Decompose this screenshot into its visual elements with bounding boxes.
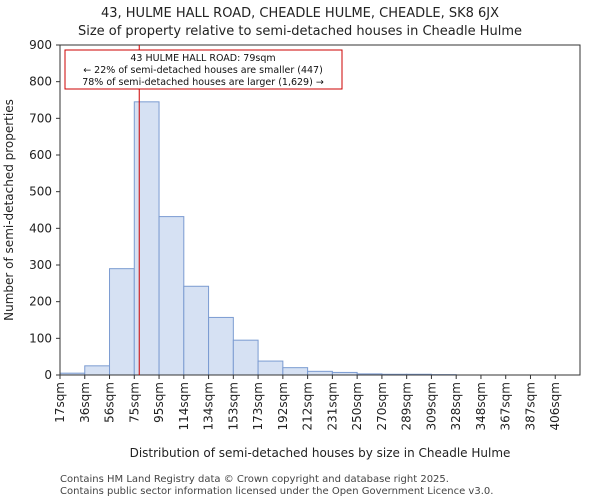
x-tick-label: 231sqm	[325, 382, 339, 430]
y-tick-label: 500	[29, 185, 52, 199]
y-tick-label: 200	[29, 295, 52, 309]
x-tick-label: 75sqm	[127, 382, 141, 423]
x-tick-label: 153sqm	[226, 382, 240, 430]
x-tick-label: 114sqm	[177, 382, 191, 430]
x-tick-label: 17sqm	[53, 382, 67, 423]
y-tick-label: 300	[29, 258, 52, 272]
chart-title: 43, HULME HALL ROAD, CHEADLE HULME, CHEA…	[101, 6, 499, 21]
x-tick-label: 367sqm	[499, 382, 513, 430]
annotation-line-1: 43 HULME HALL ROAD: 79sqm	[130, 53, 275, 64]
x-tick-label: 250sqm	[350, 382, 364, 430]
bar-36sqm	[84, 365, 111, 376]
x-tick-label: 289sqm	[400, 382, 414, 430]
y-axis-label: Number of semi-detached properties	[2, 99, 16, 321]
x-tick-label: 134sqm	[202, 382, 216, 430]
y-tick-label: 600	[29, 148, 52, 162]
x-tick-label: 328sqm	[449, 382, 463, 430]
y-tick-label: 700	[29, 111, 52, 125]
y-tick-label: 400	[29, 221, 52, 235]
bar-114sqm	[183, 285, 210, 376]
x-tick-label: 348sqm	[474, 382, 488, 430]
bar-212sqm	[307, 370, 333, 376]
bar-75sqm	[133, 101, 160, 376]
y-tick-label: 800	[29, 75, 52, 89]
bar-95sqm	[158, 216, 185, 376]
bar-153sqm	[232, 339, 259, 376]
bar-192sqm	[282, 367, 309, 376]
y-tick-label: 900	[29, 38, 52, 52]
annotation-box-frame	[64, 49, 343, 90]
x-axis-label: Distribution of semi-detached houses by …	[130, 446, 511, 460]
bars-group	[59, 101, 457, 376]
y-tick-label: 100	[29, 331, 52, 345]
bar-173sqm	[257, 360, 284, 376]
x-tick-label: 309sqm	[424, 382, 438, 430]
chart-subtitle: Size of property relative to semi-detach…	[78, 24, 522, 39]
y-tick-label: 0	[44, 368, 52, 382]
x-tick-label: 212sqm	[301, 382, 315, 430]
bar-56sqm	[109, 268, 135, 376]
x-tick-label: 192sqm	[276, 382, 290, 430]
annotation-line-2: ← 22% of semi-detached houses are smalle…	[83, 65, 323, 76]
footer-line-2: Contains public sector information licen…	[60, 486, 494, 497]
x-ticks-group: 17sqm 36sqm 56sqm 75sqm 95sqm 114sqm 134sqm 153…	[53, 375, 562, 430]
x-tick-label: 406sqm	[548, 382, 562, 430]
x-tick-label: 56sqm	[103, 382, 117, 423]
y-ticks-group: 0 100 200 300 400 500 600 700 800 900	[29, 38, 60, 382]
footer-line-1: Contains HM Land Registry data © Crown c…	[60, 474, 449, 485]
bar-134sqm	[208, 316, 234, 376]
x-tick-label: 387sqm	[523, 382, 537, 430]
x-tick-label: 270sqm	[375, 382, 389, 430]
annotation-box: 43 HULME HALL ROAD: 79sqm ← 22% of semi-…	[64, 49, 343, 90]
footer: Contains HM Land Registry data © Crown c…	[60, 474, 493, 498]
plot-frame	[59, 44, 581, 376]
x-tick-label: 36sqm	[78, 382, 92, 423]
x-tick-label: 173sqm	[251, 382, 265, 430]
x-tick-label: 95sqm	[152, 382, 166, 423]
chart: 43, HULME HALL ROAD, CHEADLE HULME, CHEA…	[2, 6, 581, 460]
annotation-line-3: 78% of semi-detached houses are larger (…	[82, 77, 324, 88]
